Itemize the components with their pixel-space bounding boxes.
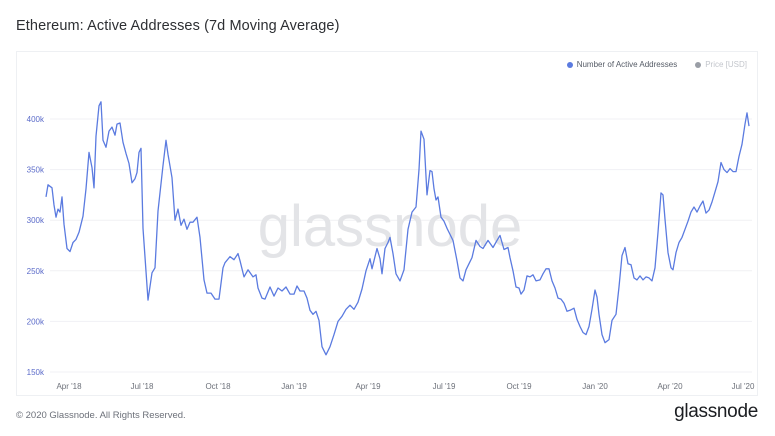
x-tick-label: Jul '19	[433, 382, 456, 391]
y-axis-ticks: 150k 200k 250k 300k 350k 400k	[27, 115, 45, 377]
y-tick-label: 350k	[27, 166, 45, 175]
y-tick-label: 300k	[27, 216, 45, 225]
x-tick-label: Oct '18	[205, 382, 231, 391]
legend-item-price-usd[interactable]: Price [USD]	[695, 60, 747, 69]
legend-label: Number of Active Addresses	[576, 60, 678, 69]
x-tick-label: Oct '19	[506, 382, 532, 391]
x-tick-label: Apr '20	[657, 382, 683, 391]
x-tick-label: Apr '18	[56, 382, 82, 391]
x-tick-label: Jan '20	[582, 382, 608, 391]
chart-panel: Number of Active Addresses Price [USD]	[16, 51, 758, 396]
glassnode-logo: glassnode	[674, 401, 758, 422]
chart-legend: Number of Active Addresses Price [USD]	[566, 60, 747, 69]
x-tick-label: Jul '20	[732, 382, 755, 391]
y-gridlines	[50, 118, 752, 373]
legend-item-active-addresses[interactable]: Number of Active Addresses	[566, 60, 678, 69]
watermark: glassnode	[258, 194, 522, 259]
x-tick-label: Jan '19	[281, 382, 307, 391]
legend-dot-icon	[566, 61, 573, 68]
y-tick-label: 400k	[27, 115, 45, 124]
active-addresses-line[interactable]	[45, 101, 750, 356]
chart-title: Ethereum: Active Addresses (7d Moving Av…	[16, 18, 340, 34]
x-axis-ticks: Apr '18 Jul '18 Oct '18 Jan '19 Apr '19 Jul '…	[56, 382, 755, 391]
x-tick-label: Apr '19	[355, 382, 381, 391]
y-tick-label: 200k	[27, 317, 45, 326]
y-tick-label: 150k	[27, 368, 45, 377]
y-tick-label: 250k	[27, 267, 45, 276]
copyright-text: © 2020 Glassnode. All Rights Reserved.	[16, 410, 186, 421]
legend-dot-icon	[695, 61, 702, 68]
legend-label: Price [USD]	[705, 60, 747, 69]
x-tick-label: Jul '18	[131, 382, 154, 391]
